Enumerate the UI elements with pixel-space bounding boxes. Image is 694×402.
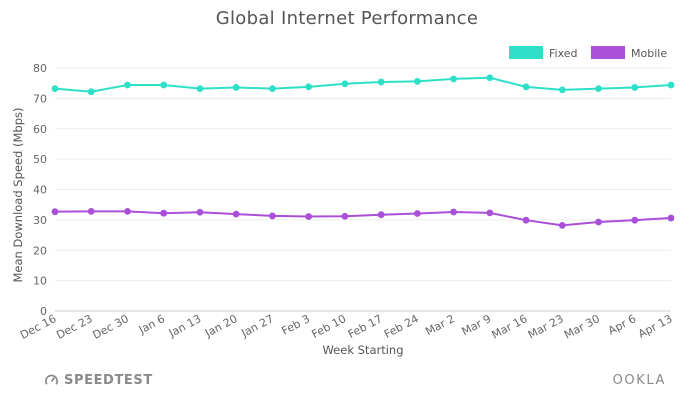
x-tick-label: Feb 3 [279,312,312,338]
data-point-mobile [269,212,276,220]
x-tick-label: Feb 10 [310,312,349,341]
data-point-fixed [450,75,457,83]
x-tick-label: Jan 20 [202,312,239,340]
x-tick-label: Jan 6 [136,312,167,337]
y-tick-label: 80 [33,62,47,75]
data-point-mobile [341,212,349,220]
x-tick-label: Mar 16 [490,312,530,341]
data-point-fixed [522,83,530,91]
legend-swatch-mobile [591,46,625,59]
speedtest-brand-text: SPEEDTEST [64,373,153,388]
data-point-mobile [232,210,240,218]
data-point-fixed [196,85,204,93]
y-tick-label: 20 [33,244,47,257]
data-point-mobile [486,209,494,217]
data-point-fixed [558,86,566,94]
data-point-fixed [486,74,494,82]
legend-label-fixed: Fixed [549,47,578,60]
data-point-mobile [595,218,602,226]
series-line-fixed [54,76,672,93]
speedtest-logo: SPEEDTEST [44,373,153,388]
y-axis-label: Mean Download Speed (Mbps) [11,108,25,283]
x-tick-label: Dec 16 [18,312,58,342]
y-tick-label: 0 [40,305,47,318]
x-tick-label: Feb 24 [382,312,421,341]
data-point-fixed [667,81,675,89]
data-point-mobile [305,213,313,220]
series-line-mobile [54,210,672,227]
ookla-logo: OOKLA [612,373,666,388]
x-tick-label: Dec 23 [54,312,94,342]
data-point-mobile [450,208,457,216]
data-point-mobile [87,207,95,215]
y-tick-label: 40 [33,184,47,197]
x-tick-label: Jan 27 [238,312,275,340]
x-tick-label: Feb 17 [346,312,385,341]
data-point-fixed [377,78,385,86]
legend: Fixed Mobile [509,46,667,60]
speedometer-icon [45,374,58,385]
data-point-mobile [51,208,59,216]
x-tick-label: Apr 6 [606,312,638,337]
data-point-fixed [269,85,276,93]
chart-title: Global Internet Performance [215,8,479,29]
series-points [51,74,675,229]
data-point-mobile [124,207,131,215]
series-lines [54,76,672,227]
y-tick-label: 70 [33,92,47,105]
data-point-mobile [196,208,204,216]
legend-label-mobile: Mobile [631,47,667,60]
y-axis-ticks: 0 10 20 30 40 50 60 70 80 [33,62,47,318]
gridlines [55,67,671,312]
data-point-mobile [413,210,421,217]
x-tick-label: Mar 2 [423,312,457,338]
data-point-mobile [558,221,566,229]
y-tick-label: 30 [33,214,47,227]
x-axis-label: Week Starting [322,343,403,357]
data-point-fixed [631,84,639,91]
data-point-fixed [160,81,168,89]
x-tick-label: Mar 9 [460,312,494,338]
data-point-mobile [667,214,675,222]
x-tick-label: Dec 30 [91,312,131,342]
x-tick-label: Jan 13 [166,312,203,340]
data-point-fixed [305,83,313,91]
y-tick-label: 10 [33,275,47,288]
x-tick-label: Mar 23 [526,312,566,341]
data-point-fixed [124,81,131,89]
data-point-fixed [341,80,349,88]
x-tick-label: Apr 13 [636,312,674,341]
data-point-fixed [413,77,421,85]
data-point-mobile [631,216,639,224]
y-tick-label: 50 [33,153,47,166]
data-point-mobile [160,209,168,217]
data-point-mobile [377,211,385,219]
data-point-fixed [87,88,95,96]
x-tick-label: Mar 30 [562,312,602,341]
y-tick-label: 60 [33,123,47,136]
data-point-fixed [232,84,240,91]
data-point-fixed [595,85,602,93]
data-point-mobile [522,216,530,224]
data-point-fixed [51,85,59,93]
legend-swatch-fixed [509,46,543,59]
